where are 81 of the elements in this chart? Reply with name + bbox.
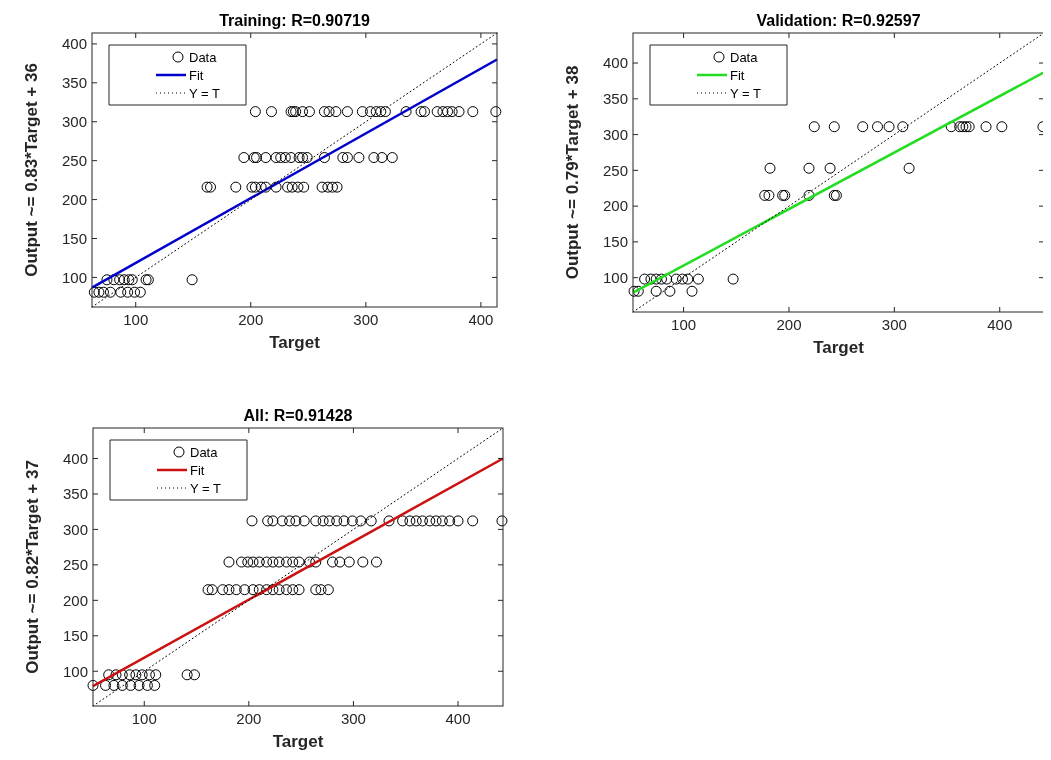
point: [764, 162, 776, 174]
legend-label: Y = T: [189, 85, 221, 101]
point: [664, 285, 676, 297]
point: [645, 273, 657, 285]
y-tick-label: 400: [62, 449, 88, 467]
x-tick-label: 100: [123, 311, 149, 328]
point: [759, 189, 771, 201]
legend-label: Y = T: [190, 480, 222, 496]
point: [727, 273, 739, 285]
legend-label: Y = T: [730, 85, 762, 101]
legend-label: Fit: [730, 67, 745, 83]
point: [945, 121, 957, 133]
y-tick-label: 350: [61, 74, 87, 92]
y-axis-title: Output ~= 0.82*Target + 37: [23, 460, 42, 674]
y-tick-label: 250: [602, 161, 628, 179]
point: [828, 121, 840, 133]
legend-label: Data: [189, 49, 218, 65]
point: [763, 189, 775, 201]
point: [692, 273, 704, 285]
point: [632, 285, 644, 297]
x-tick-label: 200: [236, 710, 262, 727]
chart-title: All: R=0.91428: [243, 407, 353, 424]
point: [857, 121, 869, 133]
legend-label: Data: [730, 49, 759, 65]
point: [803, 162, 815, 174]
y-tick-label: 250: [62, 556, 88, 574]
x-tick-label: 400: [445, 710, 471, 727]
point: [650, 285, 662, 297]
point: [639, 273, 651, 285]
point: [883, 121, 895, 133]
point: [682, 273, 694, 285]
x-tick-label: 300: [353, 311, 379, 328]
legend-label: Fit: [189, 67, 204, 83]
chart-title: Validation: R=0.92597: [756, 12, 921, 29]
y-tick-label: 200: [61, 190, 87, 208]
x-tick-label: 200: [776, 316, 802, 333]
y-tick-label: 350: [602, 90, 628, 108]
x-axis-title: Target: [272, 732, 324, 751]
point: [897, 121, 909, 133]
x-tick-label: 100: [131, 710, 157, 727]
point: [628, 285, 640, 297]
y-tick-label: 250: [61, 151, 87, 169]
point: [996, 121, 1008, 133]
point: [650, 273, 662, 285]
x-tick-label: 200: [238, 311, 264, 328]
point: [903, 162, 915, 174]
y-tick-label: 300: [602, 125, 628, 143]
x-tick-label: 400: [987, 316, 1013, 333]
y-tick-label: 100: [62, 662, 88, 680]
point: [655, 273, 667, 285]
x-tick-label: 400: [468, 311, 494, 328]
y-tick-label: 150: [61, 229, 87, 247]
y-tick-label: 300: [62, 520, 88, 538]
y-tick-label: 400: [61, 35, 87, 53]
point: [824, 162, 836, 174]
y-tick-label: 200: [602, 197, 628, 215]
point: [677, 273, 689, 285]
x-axis-title: Target: [269, 333, 321, 352]
point: [871, 121, 883, 133]
legend-label: Data: [190, 444, 219, 460]
point: [980, 121, 992, 133]
y-tick-label: 350: [62, 485, 88, 503]
point: [803, 189, 815, 201]
y-axis-title: Output ~= 0.79*Target + 38: [563, 65, 582, 280]
y-tick-label: 100: [602, 268, 628, 286]
x-tick-label: 300: [881, 316, 907, 333]
point: [808, 121, 820, 133]
x-axis-title: Target: [813, 338, 865, 357]
point: [670, 273, 682, 285]
y-tick-label: 100: [61, 268, 87, 286]
y-tick-label: 400: [602, 54, 628, 72]
legend-label: Fit: [190, 462, 205, 478]
x-tick-label: 300: [340, 710, 366, 727]
x-tick-label: 100: [671, 316, 697, 333]
y-axis-title: Output ~= 0.83*Target + 36: [22, 63, 41, 277]
y-tick-label: 150: [602, 233, 628, 251]
y-tick-label: 300: [61, 112, 87, 130]
chart-title: Training: R=0.90719: [219, 12, 370, 29]
point: [686, 285, 698, 297]
y-tick-label: 200: [62, 591, 88, 609]
y-tick-label: 150: [62, 627, 88, 645]
